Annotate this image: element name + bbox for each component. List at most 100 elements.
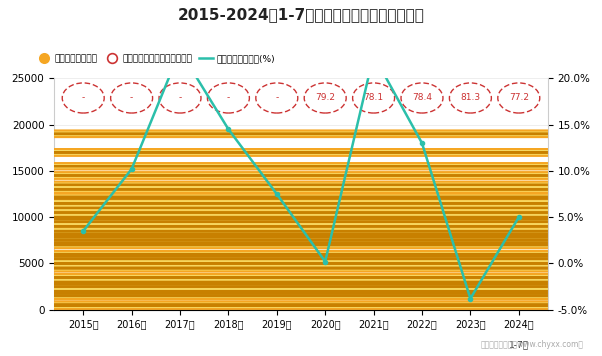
Circle shape (0, 202, 602, 205)
Circle shape (0, 304, 602, 307)
Circle shape (0, 230, 602, 237)
Circle shape (0, 253, 602, 256)
Circle shape (0, 209, 602, 216)
Circle shape (0, 240, 602, 241)
Circle shape (0, 274, 602, 281)
Circle shape (0, 232, 602, 239)
Circle shape (0, 289, 602, 297)
Circle shape (0, 276, 602, 279)
Circle shape (0, 218, 602, 220)
Circle shape (0, 274, 602, 281)
Circle shape (0, 149, 602, 156)
Circle shape (0, 289, 602, 297)
Circle shape (0, 149, 602, 156)
Circle shape (0, 255, 602, 262)
Circle shape (0, 207, 602, 209)
Text: 77.2: 77.2 (509, 94, 529, 103)
Circle shape (0, 283, 602, 290)
Circle shape (0, 262, 602, 265)
Circle shape (0, 304, 602, 307)
Circle shape (0, 165, 602, 168)
Text: -: - (82, 94, 85, 103)
Circle shape (0, 267, 602, 269)
Circle shape (0, 260, 602, 267)
Circle shape (0, 283, 602, 284)
Circle shape (0, 304, 602, 307)
Legend: 营业收入（亿元）, 平均用工人数累计値（万人）, 营业收入累计增长(%): 营业收入（亿元）, 平均用工人数累计値（万人）, 营业收入累计增长(%) (34, 51, 279, 67)
Circle shape (0, 203, 602, 204)
Circle shape (0, 292, 602, 299)
Circle shape (0, 215, 602, 222)
Circle shape (0, 195, 602, 198)
Circle shape (0, 219, 602, 220)
Text: 2015-2024年1-7月云南省工业企业营收统计图: 2015-2024年1-7月云南省工业企业营收统计图 (178, 7, 424, 22)
Circle shape (0, 235, 602, 236)
Circle shape (0, 304, 602, 306)
Circle shape (0, 211, 602, 214)
Circle shape (0, 226, 602, 227)
Circle shape (0, 225, 602, 228)
Circle shape (0, 230, 602, 232)
Circle shape (0, 292, 602, 294)
Circle shape (0, 274, 602, 281)
Text: 81.3: 81.3 (461, 94, 480, 103)
Circle shape (0, 234, 602, 237)
Circle shape (0, 276, 602, 279)
Circle shape (0, 256, 602, 257)
Circle shape (0, 294, 602, 297)
Circle shape (0, 184, 602, 185)
Circle shape (0, 233, 602, 234)
Circle shape (0, 216, 602, 218)
Circle shape (0, 304, 602, 306)
Circle shape (0, 172, 602, 179)
Circle shape (0, 220, 602, 223)
Circle shape (0, 292, 602, 294)
Circle shape (0, 237, 602, 244)
Circle shape (0, 290, 602, 292)
Circle shape (0, 265, 602, 272)
Circle shape (0, 267, 602, 269)
Circle shape (0, 257, 602, 260)
Circle shape (0, 257, 602, 260)
Circle shape (0, 255, 602, 262)
Circle shape (0, 255, 602, 257)
Circle shape (0, 214, 602, 221)
Circle shape (0, 183, 602, 186)
Circle shape (0, 240, 602, 241)
Circle shape (0, 302, 602, 309)
Circle shape (0, 263, 602, 264)
Circle shape (0, 232, 602, 239)
Circle shape (0, 302, 602, 309)
Circle shape (0, 212, 602, 213)
Circle shape (0, 304, 602, 307)
Circle shape (0, 211, 602, 214)
Circle shape (0, 235, 602, 236)
Circle shape (0, 267, 602, 269)
Circle shape (0, 294, 602, 297)
Circle shape (0, 218, 602, 225)
Circle shape (0, 285, 602, 288)
Text: -: - (227, 94, 230, 103)
Circle shape (0, 289, 602, 297)
Circle shape (0, 277, 602, 278)
Circle shape (0, 280, 602, 287)
Circle shape (0, 244, 602, 246)
Circle shape (0, 186, 602, 193)
Circle shape (0, 262, 602, 265)
Circle shape (0, 188, 602, 191)
Circle shape (0, 133, 602, 135)
Circle shape (0, 251, 602, 258)
Text: 1-7月: 1-7月 (509, 340, 529, 349)
Circle shape (0, 283, 602, 290)
Circle shape (0, 304, 602, 307)
Circle shape (0, 242, 602, 244)
Circle shape (0, 202, 602, 205)
Circle shape (0, 197, 602, 200)
Circle shape (0, 198, 602, 199)
Circle shape (0, 189, 602, 190)
Circle shape (0, 260, 602, 267)
Circle shape (0, 237, 602, 238)
Circle shape (0, 233, 602, 234)
Circle shape (0, 304, 602, 306)
Circle shape (0, 293, 602, 294)
